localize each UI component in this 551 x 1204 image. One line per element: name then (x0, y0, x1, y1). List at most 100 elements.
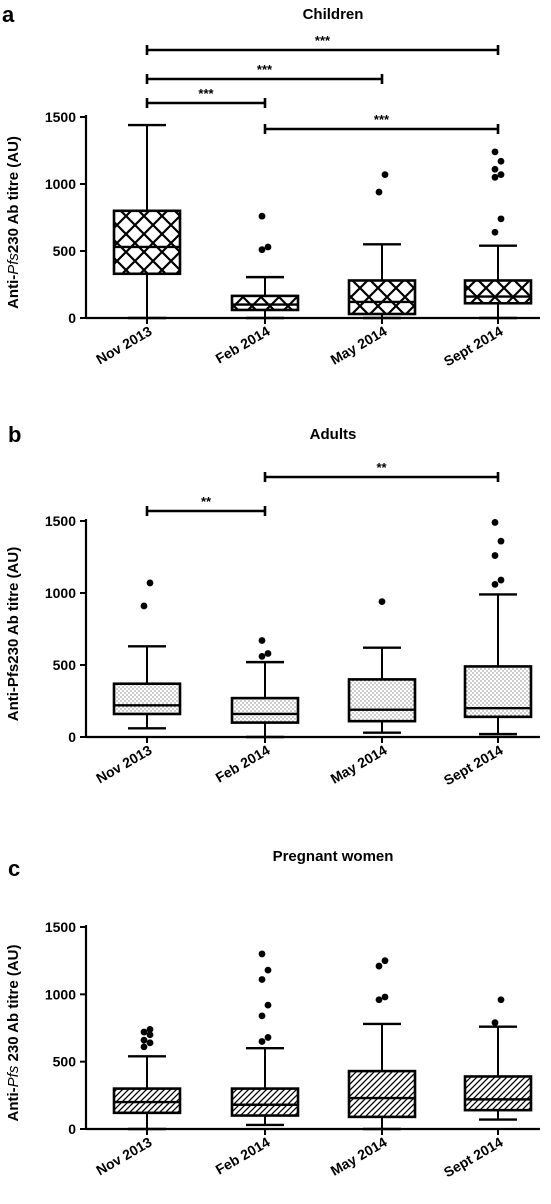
box-body (112, 209, 182, 276)
outlier-point (258, 637, 266, 644)
y-tick-label: 1000 (45, 176, 76, 192)
box-body (347, 1069, 417, 1119)
box-2 (347, 598, 417, 734)
outlier-point (381, 993, 389, 1001)
y-axis-label-suffix: 230 Ab titre (AU) (5, 945, 22, 1066)
significance-bracket: *** (145, 62, 384, 84)
y-axis-label: Anti-Pfs230 Ab titre (AU) (5, 547, 22, 721)
significance-label: *** (257, 62, 273, 77)
outlier-point (258, 246, 266, 254)
y-tick-label: 500 (53, 657, 77, 673)
outlier-point (258, 1012, 266, 1020)
box-0 (112, 123, 182, 320)
y-tick-label: 1000 (45, 585, 76, 601)
outlier-point (497, 576, 505, 584)
box-3 (463, 148, 533, 320)
outlier-point (375, 962, 383, 970)
x-tick-label: Sept 2014 (441, 323, 506, 370)
panel-letter: c (8, 856, 20, 881)
box-body (112, 682, 182, 716)
outlier-point (491, 580, 499, 588)
box-3 (463, 996, 533, 1121)
box-0 (112, 1025, 182, 1131)
y-tick-label: 0 (68, 729, 76, 745)
significance-bracket: ** (263, 460, 500, 482)
outlier-point (497, 996, 505, 1004)
outlier-point (264, 243, 272, 251)
y-axis-label: Anti-Pfs230 Ab titre (AU) (5, 136, 22, 309)
x-tick-label: Feb 2014 (213, 323, 273, 367)
box-body (463, 1075, 533, 1112)
x-tick-label: Sept 2014 (441, 1134, 506, 1181)
outlier-point (491, 148, 499, 156)
outlier-point (491, 228, 499, 236)
outlier-point (258, 652, 266, 660)
outlier-point (140, 1028, 148, 1036)
outlier-point (497, 157, 505, 165)
y-tick-label: 0 (68, 1121, 76, 1137)
y-axis-label-suffix: 230 Ab titre (AU) (5, 136, 22, 253)
outlier-point (381, 957, 389, 965)
outlier-point (146, 1039, 154, 1047)
outlier-point (264, 1034, 272, 1041)
y-axis-label-prefix: Anti-Pfs230 Ab titre (AU) (5, 547, 22, 721)
y-tick-label: 0 (68, 310, 76, 326)
significance-bracket: *** (263, 112, 500, 134)
box-body (230, 1087, 300, 1117)
panel-a: a Children Anti-Pfs230 Ab titre (AU) 0 500 10… (2, 2, 540, 369)
outlier-point (146, 1025, 154, 1033)
outlier-point (497, 215, 505, 223)
panel-c: c Pregnant women Anti-Pfs 230 Ab titre (AU… (5, 848, 540, 1180)
significance-bracket: *** (145, 33, 500, 55)
outlier-point (491, 165, 499, 173)
y-tick-label: 1500 (45, 919, 76, 935)
x-tick-label: May 2014 (328, 1134, 390, 1179)
significance-label: *** (374, 112, 390, 127)
box-body (112, 1087, 182, 1115)
x-tick-label: May 2014 (328, 323, 390, 368)
x-tick-label: Nov 2013 (93, 1134, 154, 1179)
panel-b: b Adults Anti-Pfs230 Ab titre (AU) 0 500 1000… (5, 422, 540, 788)
y-tick-label: 500 (53, 243, 77, 259)
outlier-point (258, 1038, 266, 1045)
outlier-point (375, 188, 383, 196)
outlier-point (491, 552, 499, 559)
outlier-point (491, 519, 499, 526)
outlier-point (140, 1036, 148, 1044)
y-axis-label-italic: Pfs (5, 1065, 22, 1087)
outlier-point (264, 966, 272, 974)
outlier-point (264, 650, 272, 657)
panel-letter: b (8, 422, 21, 447)
outlier-point (381, 171, 389, 179)
outlier-point (264, 1001, 272, 1009)
box-body (230, 294, 300, 312)
x-tick-label: Feb 2014 (213, 1134, 273, 1178)
y-axis-label-prefix: Anti- (5, 1087, 22, 1121)
panel-letter: a (2, 2, 15, 27)
box-3 (463, 519, 533, 736)
outlier-point (258, 212, 266, 220)
outlier-point (378, 598, 386, 606)
significance-label: ** (201, 494, 212, 509)
x-tick-label: Feb 2014 (213, 742, 273, 786)
y-tick-label: 500 (53, 1054, 77, 1070)
box-2 (347, 171, 417, 320)
box-2 (347, 957, 417, 1131)
y-tick-label: 1500 (45, 513, 76, 529)
box-1 (230, 212, 300, 320)
outlier-point (140, 602, 148, 610)
x-tick-label: Nov 2013 (93, 323, 154, 368)
outlier-point (491, 173, 499, 181)
box-body (463, 279, 533, 305)
outlier-point (146, 1031, 154, 1039)
outlier-point (146, 579, 154, 587)
y-axis-label-prefix: Anti- (5, 275, 22, 309)
outlier-point (491, 1019, 499, 1027)
outlier-point (497, 537, 505, 545)
chart-title: Children (303, 6, 364, 23)
outlier-point (497, 171, 505, 179)
box-body (347, 678, 417, 723)
significance-label: *** (315, 33, 331, 48)
y-axis-label-italic: Pfs (5, 253, 22, 275)
